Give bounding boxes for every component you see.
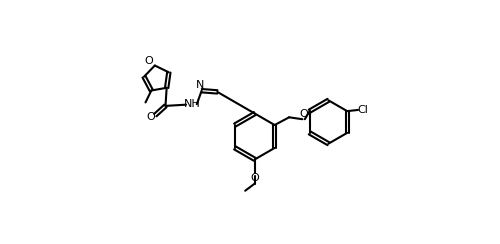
Text: O: O	[144, 56, 153, 66]
Text: Cl: Cl	[357, 105, 368, 115]
Text: N: N	[196, 80, 204, 90]
Text: NH: NH	[184, 99, 201, 109]
Text: O: O	[299, 109, 308, 119]
Text: O: O	[250, 173, 259, 183]
Text: O: O	[146, 112, 156, 122]
